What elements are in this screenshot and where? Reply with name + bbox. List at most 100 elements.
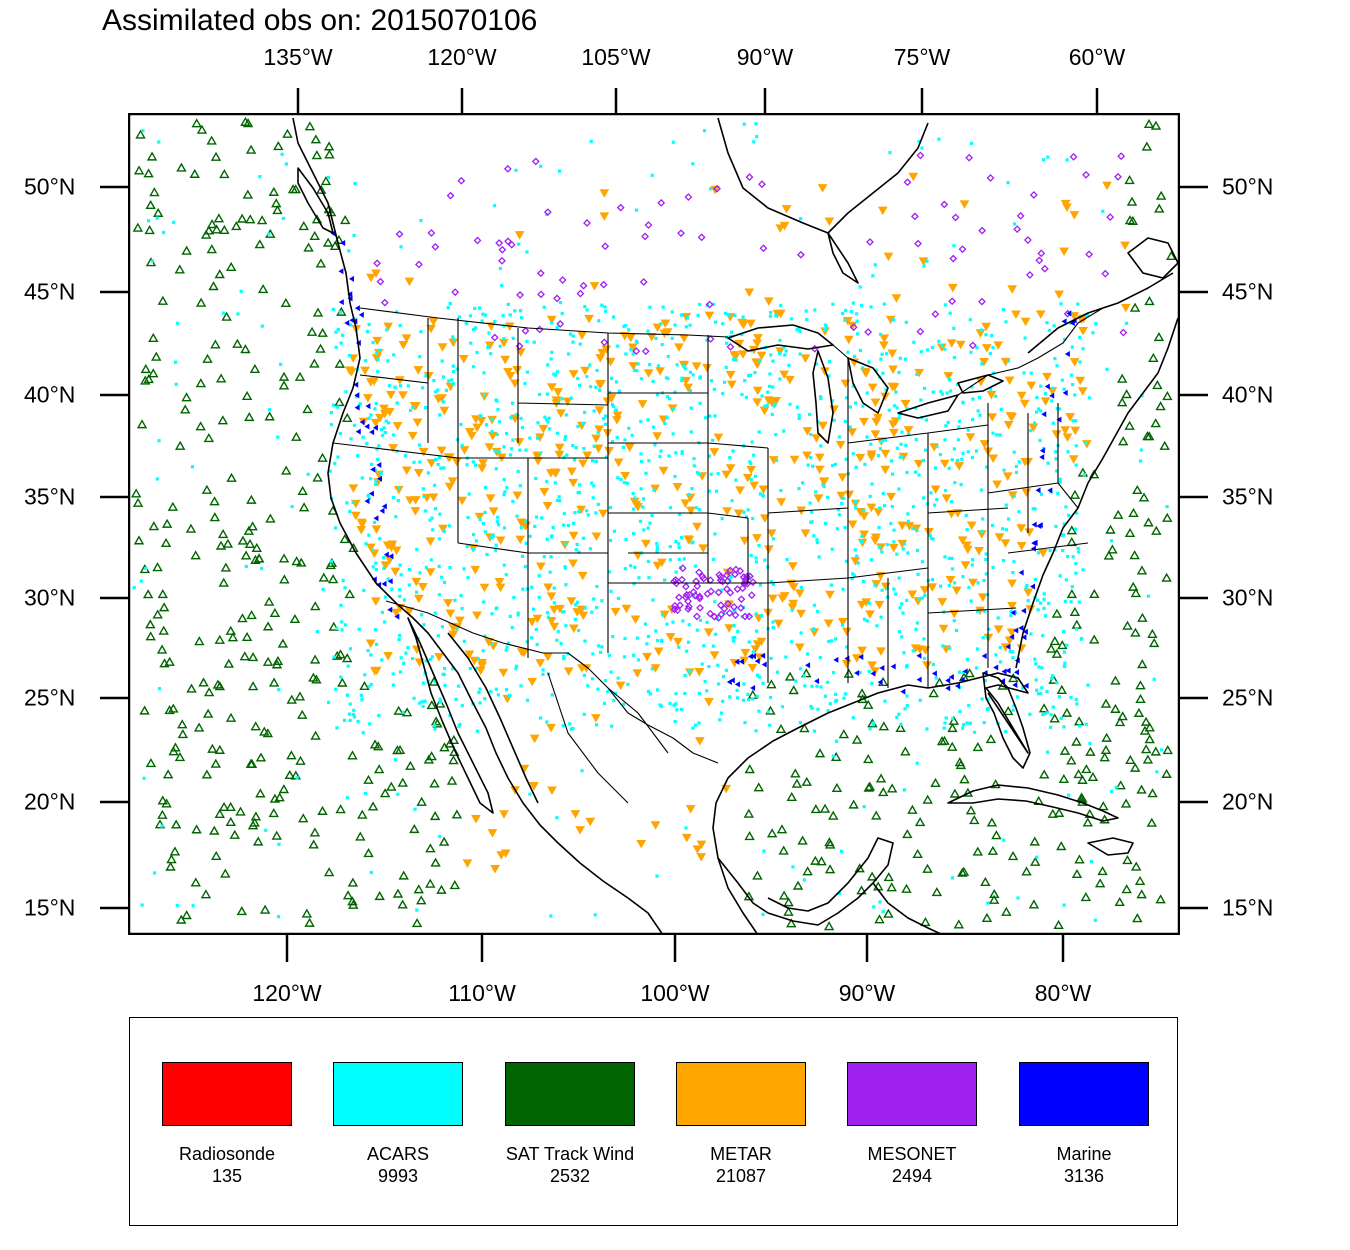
acars-marker bbox=[685, 316, 689, 320]
acars-marker bbox=[443, 666, 447, 671]
acars-marker bbox=[1073, 393, 1077, 397]
acars-marker bbox=[402, 598, 407, 602]
acars-marker bbox=[971, 558, 975, 562]
metar-marker bbox=[633, 503, 643, 512]
acars-marker bbox=[689, 406, 693, 410]
right-ticks bbox=[1180, 185, 1208, 910]
metar-marker bbox=[763, 297, 774, 306]
metar-marker bbox=[879, 334, 890, 344]
acars-marker bbox=[721, 322, 725, 326]
sat-track-wind-marker bbox=[152, 207, 164, 217]
acars-marker bbox=[660, 639, 664, 644]
metar-marker bbox=[434, 653, 444, 662]
acars-marker bbox=[834, 692, 838, 696]
sat-track-wind-marker bbox=[1162, 390, 1173, 401]
acars-marker bbox=[580, 769, 584, 773]
mesonet-marker bbox=[696, 603, 704, 612]
acars-marker bbox=[808, 455, 813, 460]
metar-marker bbox=[613, 458, 624, 468]
mesonet-marker bbox=[745, 173, 754, 182]
sat-track-wind-marker bbox=[783, 906, 794, 916]
acars-marker bbox=[339, 603, 343, 607]
sat-track-wind-marker bbox=[1071, 868, 1083, 879]
acars-marker bbox=[691, 373, 695, 377]
metar-marker bbox=[908, 172, 919, 182]
sat-track-wind-marker bbox=[304, 917, 315, 927]
metar-marker bbox=[779, 592, 790, 601]
acars-marker bbox=[509, 416, 513, 420]
marine-marker bbox=[358, 311, 364, 318]
acars-marker bbox=[505, 486, 509, 490]
acars-marker bbox=[639, 377, 643, 381]
metar-marker bbox=[900, 399, 911, 409]
sat-track-wind-marker bbox=[195, 421, 206, 431]
acars-marker bbox=[1011, 708, 1015, 712]
acars-marker bbox=[474, 539, 479, 543]
acars-marker bbox=[633, 565, 637, 569]
metar-marker bbox=[606, 394, 617, 403]
acars-marker bbox=[474, 463, 478, 467]
sat-track-wind-marker bbox=[1100, 744, 1112, 754]
acars-marker bbox=[713, 532, 717, 536]
acars-marker bbox=[639, 459, 644, 463]
acars-marker bbox=[525, 587, 530, 591]
mesonet-marker bbox=[758, 180, 766, 189]
legend-label-marine: Marine bbox=[1056, 1144, 1112, 1164]
acars-marker bbox=[1039, 492, 1044, 496]
marine-marker bbox=[1013, 669, 1019, 676]
acars-marker bbox=[626, 682, 630, 686]
metar-marker bbox=[348, 354, 359, 363]
metar-marker bbox=[398, 340, 409, 350]
acars-marker bbox=[731, 449, 735, 453]
sat-track-wind-marker bbox=[160, 537, 172, 547]
metar-marker bbox=[604, 446, 614, 456]
metar-marker bbox=[365, 543, 376, 553]
marine-marker bbox=[854, 669, 860, 676]
sat-track-wind-marker bbox=[1151, 525, 1162, 535]
acars-marker bbox=[655, 550, 659, 554]
acars-marker bbox=[754, 556, 758, 560]
sat-track-wind-marker bbox=[262, 728, 274, 738]
acars-marker bbox=[374, 401, 378, 406]
acars-marker bbox=[631, 492, 635, 496]
metar-marker bbox=[556, 409, 566, 418]
acars-marker bbox=[981, 517, 985, 521]
acars-marker bbox=[1070, 345, 1074, 349]
acars-marker bbox=[749, 553, 753, 558]
acars-marker bbox=[934, 676, 938, 680]
metar-marker bbox=[425, 568, 436, 577]
acars-marker bbox=[553, 481, 557, 485]
acars-marker bbox=[421, 681, 426, 685]
acars-marker bbox=[948, 378, 952, 382]
sat-track-wind-marker bbox=[912, 848, 923, 859]
acars-marker bbox=[769, 310, 773, 315]
acars-marker bbox=[758, 359, 762, 363]
acars-marker bbox=[380, 433, 385, 437]
sat-track-wind-marker bbox=[309, 654, 321, 664]
acars-marker bbox=[848, 425, 852, 429]
acars-marker bbox=[496, 693, 501, 697]
marine-marker bbox=[760, 652, 766, 659]
metar-marker bbox=[568, 478, 579, 488]
acars-marker bbox=[611, 315, 616, 319]
acars-marker bbox=[622, 481, 626, 485]
acars-marker bbox=[742, 510, 746, 514]
acars-marker bbox=[761, 912, 765, 917]
acars-marker bbox=[448, 714, 452, 718]
acars-marker bbox=[360, 476, 364, 480]
acars-marker bbox=[702, 644, 706, 648]
acars-marker bbox=[486, 345, 490, 349]
map-canvas bbox=[128, 113, 1180, 935]
acars-marker bbox=[1076, 302, 1080, 306]
acars-marker bbox=[564, 542, 568, 546]
acars-marker bbox=[510, 625, 514, 630]
mesonet-marker bbox=[697, 233, 706, 242]
acars-marker bbox=[969, 599, 973, 603]
acars-marker bbox=[723, 311, 728, 316]
left-axis-label-30n: 30°N bbox=[24, 584, 76, 611]
acars-marker bbox=[887, 408, 891, 412]
sat-track-wind-marker bbox=[788, 685, 799, 695]
sat-track-wind-marker bbox=[265, 513, 276, 523]
sat-track-wind-marker bbox=[863, 754, 874, 764]
acars-marker bbox=[1042, 597, 1046, 601]
